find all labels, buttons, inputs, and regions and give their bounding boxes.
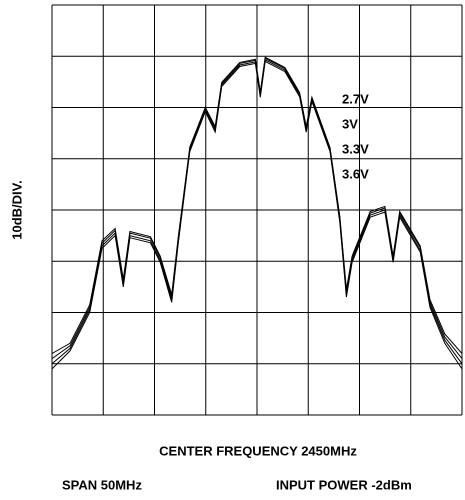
trace xyxy=(51,60,463,370)
annotation: SPAN 50MHz xyxy=(62,477,142,492)
trace xyxy=(51,56,463,354)
legend-label: 2.7V xyxy=(342,91,369,106)
annotation: INPUT POWER -2dBm xyxy=(276,477,412,492)
y-axis-label: 10dB/DIV. xyxy=(9,180,24,240)
legend-label: 3V xyxy=(342,116,358,131)
legend-label: 3.6V xyxy=(342,166,369,181)
legend-label: 3.3V xyxy=(342,141,369,156)
x-axis-label: CENTER FREQUENCY 2450MHz xyxy=(159,443,357,458)
